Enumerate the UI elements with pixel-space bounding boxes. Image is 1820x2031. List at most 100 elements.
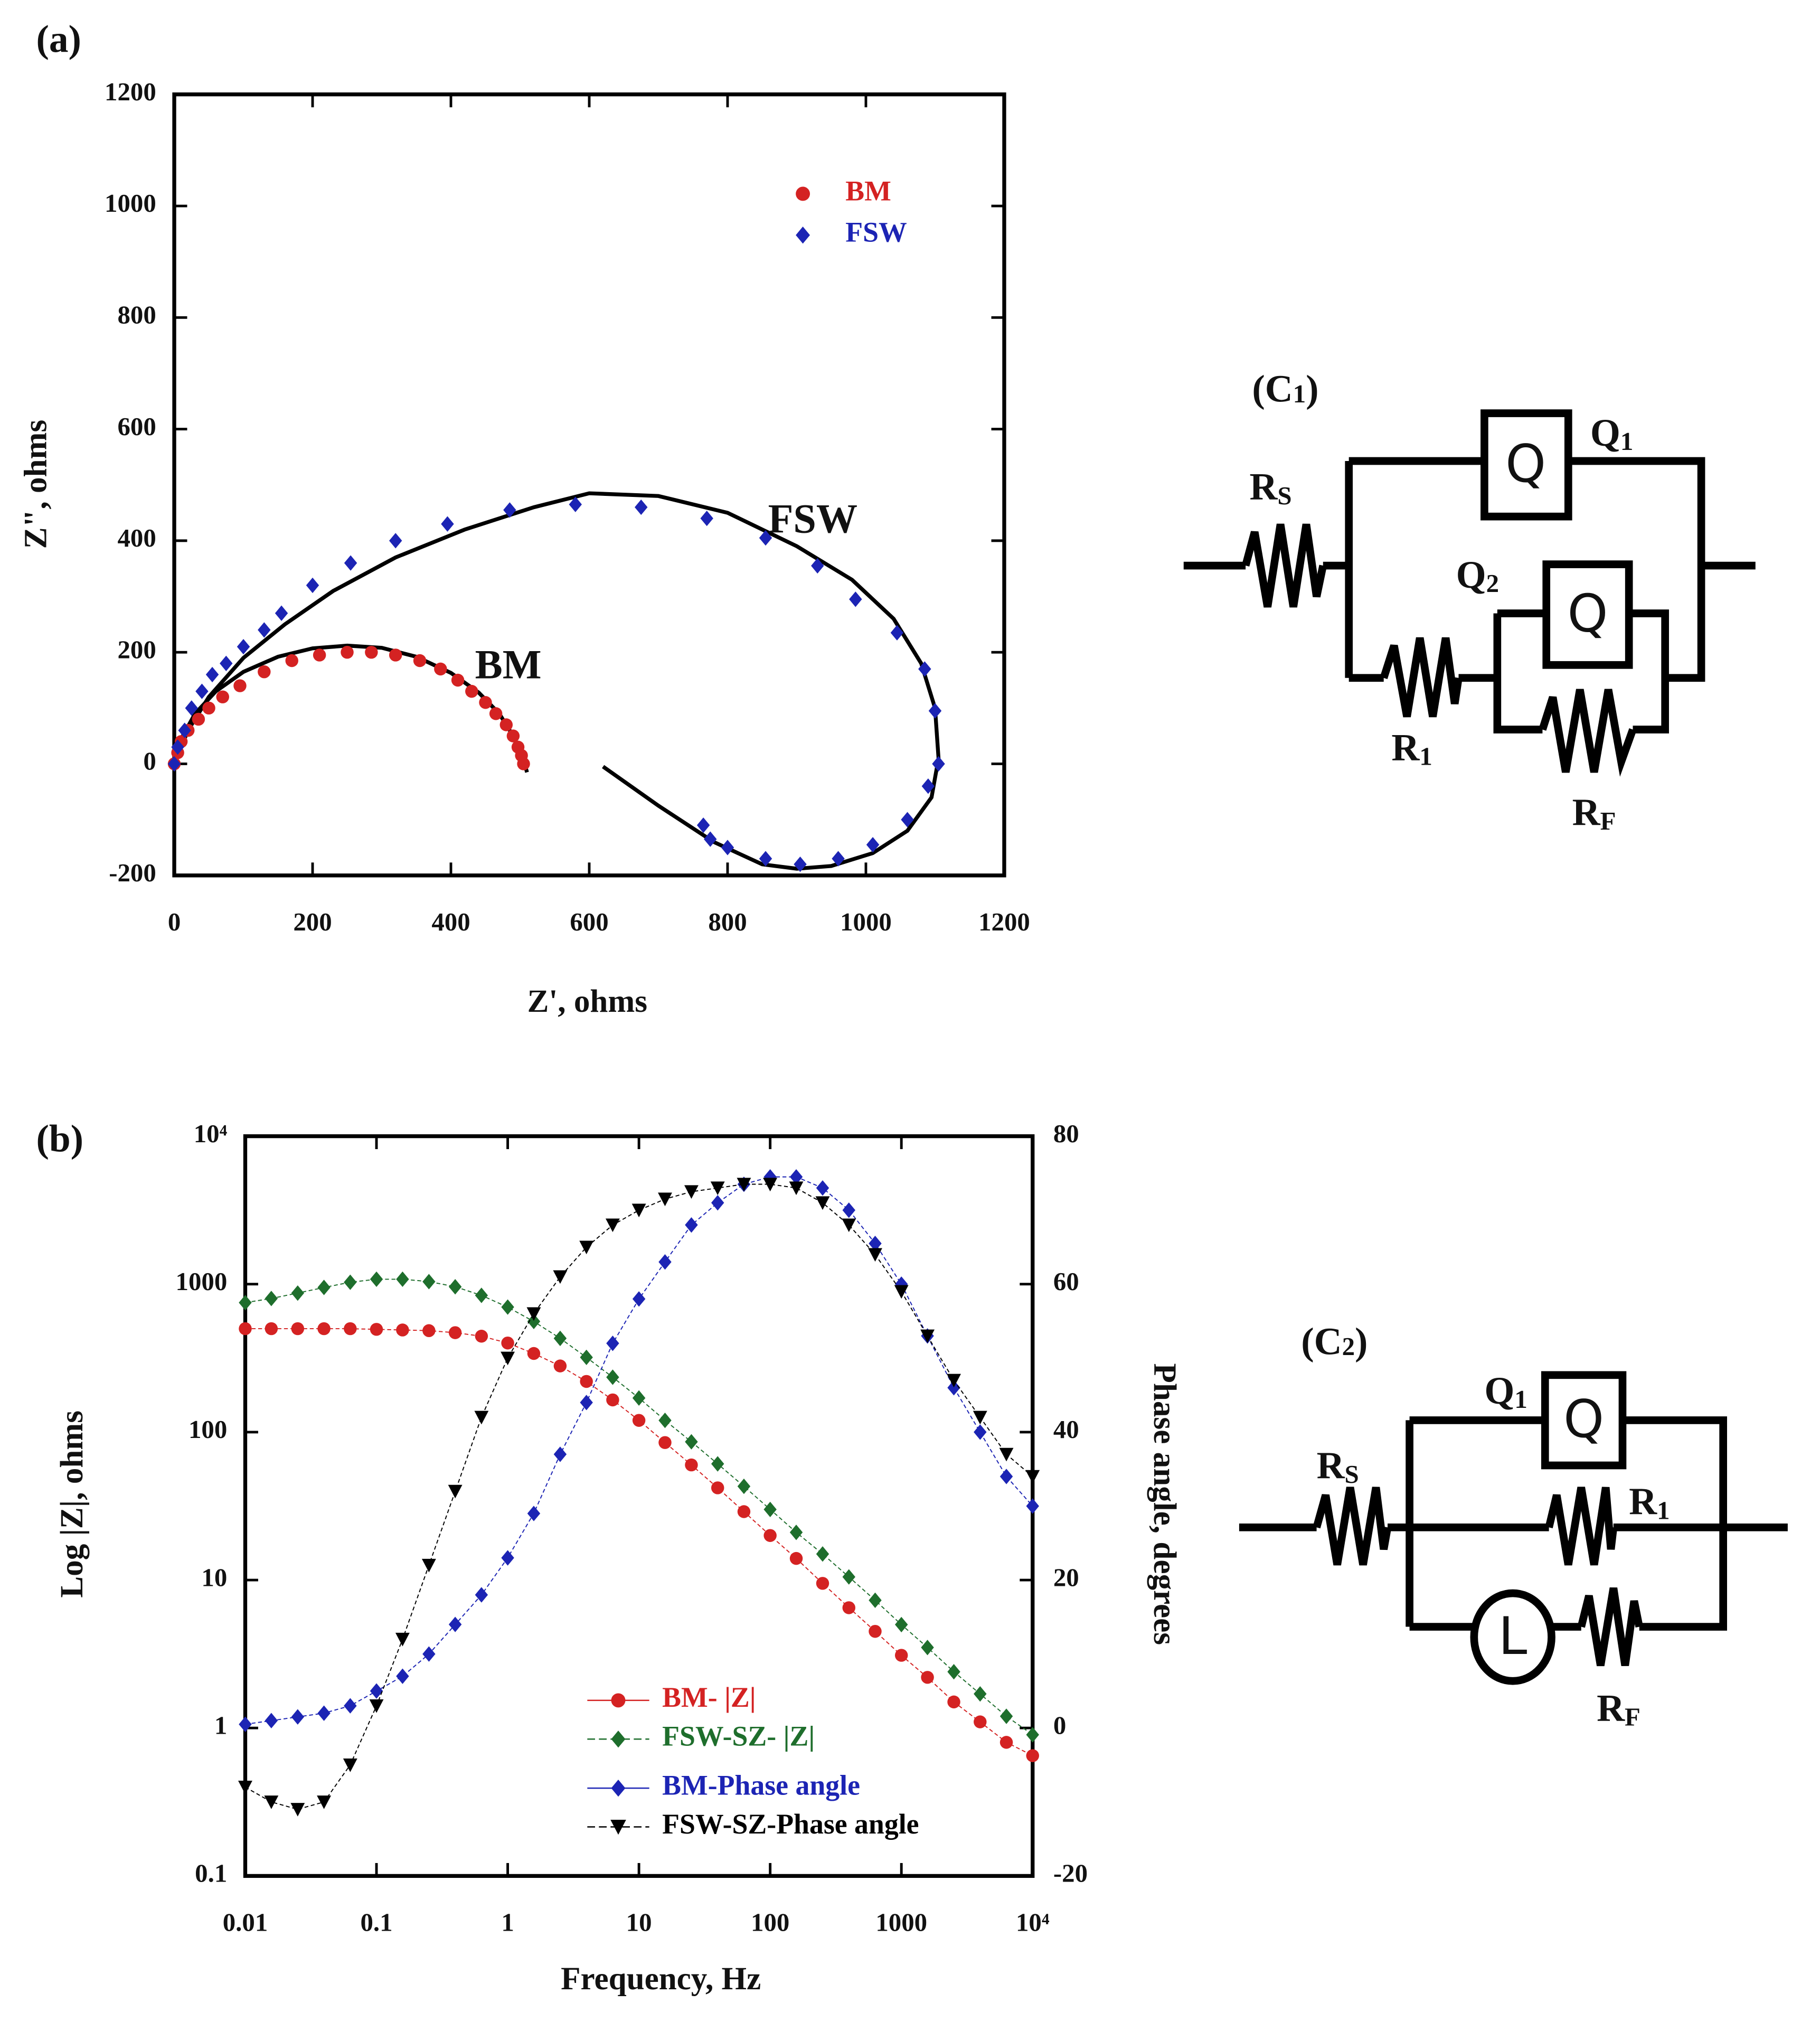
point [317, 1280, 331, 1295]
point [685, 1217, 698, 1233]
panel-label: (b) [36, 1117, 83, 1160]
point [711, 1456, 724, 1472]
label-main: R [1572, 791, 1601, 833]
point [704, 831, 717, 847]
panel-label: (a) [36, 17, 81, 60]
y-tick-label: 1000 [105, 189, 156, 218]
point [489, 707, 503, 720]
point [947, 1695, 960, 1709]
y2-axis-label: Phase angle, degrees [1147, 1364, 1182, 1646]
point [370, 1683, 383, 1699]
label-main: (C [1301, 1320, 1342, 1362]
point [475, 1287, 488, 1303]
point [171, 739, 184, 755]
point [842, 1569, 855, 1585]
point [264, 1795, 279, 1809]
y-axis-label: Z", ohms [18, 420, 53, 549]
point [291, 1709, 305, 1725]
annotation: FSW [768, 495, 858, 541]
point [422, 1324, 436, 1338]
cpe-symbol: Q [1567, 584, 1608, 644]
point [448, 1279, 462, 1295]
cpe-symbol: Q [1563, 1389, 1604, 1450]
point [710, 1181, 725, 1196]
legend-label: BM-Phase angle [662, 1769, 860, 1801]
point [849, 591, 862, 607]
wire [1239, 1416, 1788, 1631]
point [580, 1395, 593, 1411]
cpe-box [1541, 1371, 1627, 1470]
point [815, 1196, 830, 1210]
point [569, 496, 582, 512]
point [265, 1322, 278, 1336]
point [517, 757, 530, 770]
point [265, 1291, 278, 1306]
label-main: R [1249, 465, 1278, 508]
point [658, 1254, 672, 1270]
y2-tick-label: 0 [1053, 1710, 1066, 1739]
point [216, 690, 229, 703]
label-main: R [1317, 1444, 1345, 1487]
point [606, 1336, 619, 1351]
point [737, 1478, 751, 1494]
point [344, 1698, 357, 1714]
label-sub: 1 [1419, 742, 1432, 771]
point [202, 701, 215, 715]
point [503, 502, 516, 518]
point [239, 1295, 252, 1311]
legend-marker [796, 227, 810, 244]
y-tick-label: 10 [201, 1563, 227, 1592]
label-main: R [1629, 1480, 1657, 1523]
point [789, 1552, 803, 1565]
point [901, 812, 914, 828]
label-sub: 2 [1342, 1332, 1355, 1361]
point [499, 718, 513, 731]
point [501, 1550, 514, 1566]
point [789, 1169, 803, 1185]
point [763, 1501, 777, 1518]
point [974, 1715, 987, 1728]
y-tick-label: 1200 [105, 77, 156, 106]
label-sub: S [1345, 1460, 1359, 1489]
point [658, 1413, 672, 1428]
label-main: (C [1252, 367, 1293, 410]
circuit-label: (C2) [1301, 1320, 1368, 1362]
point [580, 1349, 593, 1366]
point [317, 1705, 331, 1721]
point [422, 1646, 436, 1662]
point [396, 1668, 409, 1684]
label-main: Q [1484, 1369, 1514, 1412]
series-line [245, 1183, 1033, 1810]
point [389, 648, 402, 662]
y2-tick-label: 40 [1053, 1415, 1079, 1444]
element-label: R1 [1629, 1480, 1670, 1525]
x-axis-label: Z', ohms [527, 984, 648, 1019]
point [422, 1274, 436, 1290]
resistor [1313, 1487, 1392, 1566]
point [344, 1322, 357, 1336]
point [421, 1558, 436, 1573]
legend-marker [611, 1693, 626, 1708]
point [501, 1351, 515, 1366]
point [369, 1699, 384, 1713]
point [239, 1322, 252, 1336]
point [869, 1592, 882, 1609]
legend-marker [611, 1780, 626, 1797]
point [737, 1178, 751, 1192]
series-line [245, 1176, 1033, 1725]
circuit-label: (C1) [1252, 367, 1318, 410]
x-tick-label: 800 [708, 907, 747, 936]
label-tail: ) [1306, 367, 1318, 410]
point [178, 722, 191, 738]
point [696, 817, 710, 833]
point [192, 712, 205, 726]
y-tick-label: 10⁴ [194, 1119, 228, 1148]
series-line [245, 1278, 1033, 1735]
x-tick-label: 400 [431, 907, 470, 936]
point [275, 605, 288, 621]
point [999, 1736, 1013, 1749]
label-sub: 2 [1486, 569, 1499, 598]
y-tick-label: -200 [109, 858, 156, 887]
point [258, 665, 271, 679]
point [894, 1649, 908, 1662]
